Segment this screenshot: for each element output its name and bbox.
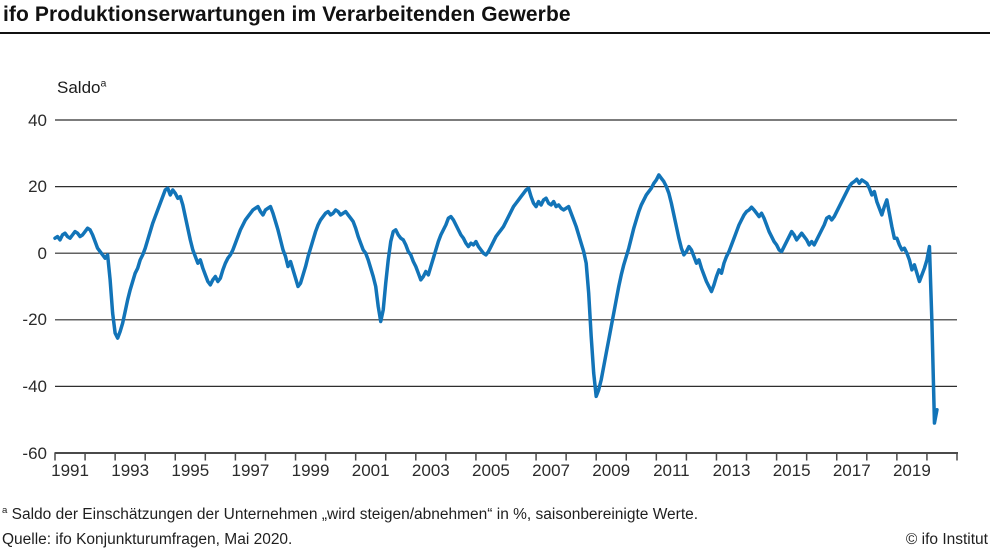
chart-title: ifo Produktionserwartungen im Verarbeite… (3, 3, 571, 26)
x-tick-label-2007: 2007 (532, 461, 570, 480)
source-text: Quelle: ifo Konjunkturumfragen, Mai 2020… (2, 531, 293, 548)
x-tick-label-2009: 2009 (592, 461, 631, 480)
y-tick-label--40: -40 (22, 376, 47, 396)
x-tick-label-2001: 2001 (351, 461, 390, 480)
source-row: Quelle: ifo Konjunkturumfragen, Mai 2020… (2, 531, 988, 549)
x-tick-label-2019: 2019 (892, 461, 931, 480)
y-tick-label-40: 40 (28, 110, 47, 130)
x-tick-label-2017: 2017 (832, 461, 871, 480)
y-tick-label-20: 20 (28, 177, 47, 197)
y-tick-label--20: -20 (22, 310, 47, 330)
footnote: a Saldo der Einschätzungen der Unternehm… (2, 506, 698, 524)
x-tick-label-1995: 1995 (171, 461, 210, 480)
x-tick-label-2013: 2013 (712, 461, 751, 480)
x-tick-label-2011: 2011 (653, 461, 690, 480)
x-tick-label-1993: 1993 (111, 461, 150, 480)
y-axis-unit-superscript: a (100, 77, 107, 90)
x-tick-label-1997: 1997 (231, 461, 270, 480)
footnote-marker: a (2, 504, 8, 516)
y-tick-label-0: 0 (37, 243, 47, 263)
line-chart-canvas (53, 119, 958, 461)
footnote-text: Saldo der Einschätzungen der Unternehmen… (7, 506, 699, 523)
copyright-text: © ifo Institut (905, 531, 988, 548)
x-tick-label-2015: 2015 (772, 461, 811, 480)
x-tick-label-1999: 1999 (291, 461, 330, 480)
x-tick-label-1991: 1991 (51, 461, 89, 480)
x-tick-label-2005: 2005 (472, 461, 510, 480)
y-axis-unit-text: Saldo (57, 78, 101, 97)
y-axis-unit-label: Saldoa (57, 78, 106, 98)
title-rule (0, 32, 990, 34)
production-expectations-line (53, 173, 939, 425)
y-tick-label--60: -60 (22, 443, 47, 463)
x-tick-label-2003: 2003 (411, 461, 450, 480)
